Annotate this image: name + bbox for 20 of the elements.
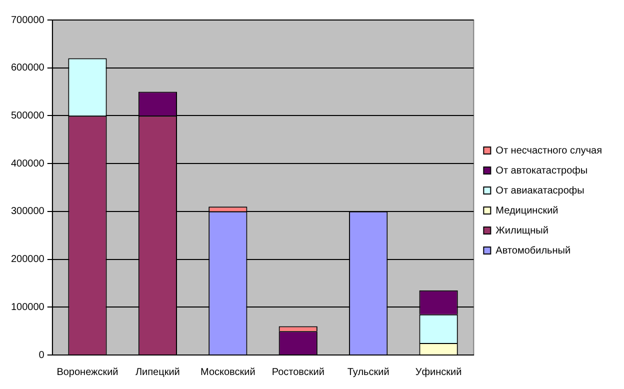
x-tick-label: Ростовский	[272, 366, 324, 378]
x-tick-label: Воронежский	[56, 366, 118, 378]
y-tick-label: 0	[38, 350, 45, 361]
y-tick-label: 200000	[10, 254, 45, 266]
legend-label: От несчастного случая	[496, 145, 602, 156]
x-tick-label: Московский	[200, 366, 256, 378]
legend-label: Жилищный	[496, 225, 548, 236]
y-tick-label: 500000	[10, 110, 45, 122]
y-tick-label: 700000	[10, 14, 45, 26]
legend-label: Автомобильный	[496, 245, 571, 256]
y-tick-label: 300000	[10, 206, 45, 218]
legend-label: Медицинский	[496, 205, 558, 216]
y-tick-label: 100000	[10, 302, 45, 313]
y-tick-label: 600000	[10, 62, 45, 74]
legend-label: От автокатастрофы	[496, 165, 588, 176]
x-tick-label: Липецкий	[135, 366, 180, 378]
x-tick-label: Уфинский	[415, 366, 462, 378]
legend-label: От авиакатасрофы	[496, 185, 584, 196]
x-tick-label: Тульский	[347, 366, 390, 378]
y-tick-label: 400000	[10, 158, 45, 170]
